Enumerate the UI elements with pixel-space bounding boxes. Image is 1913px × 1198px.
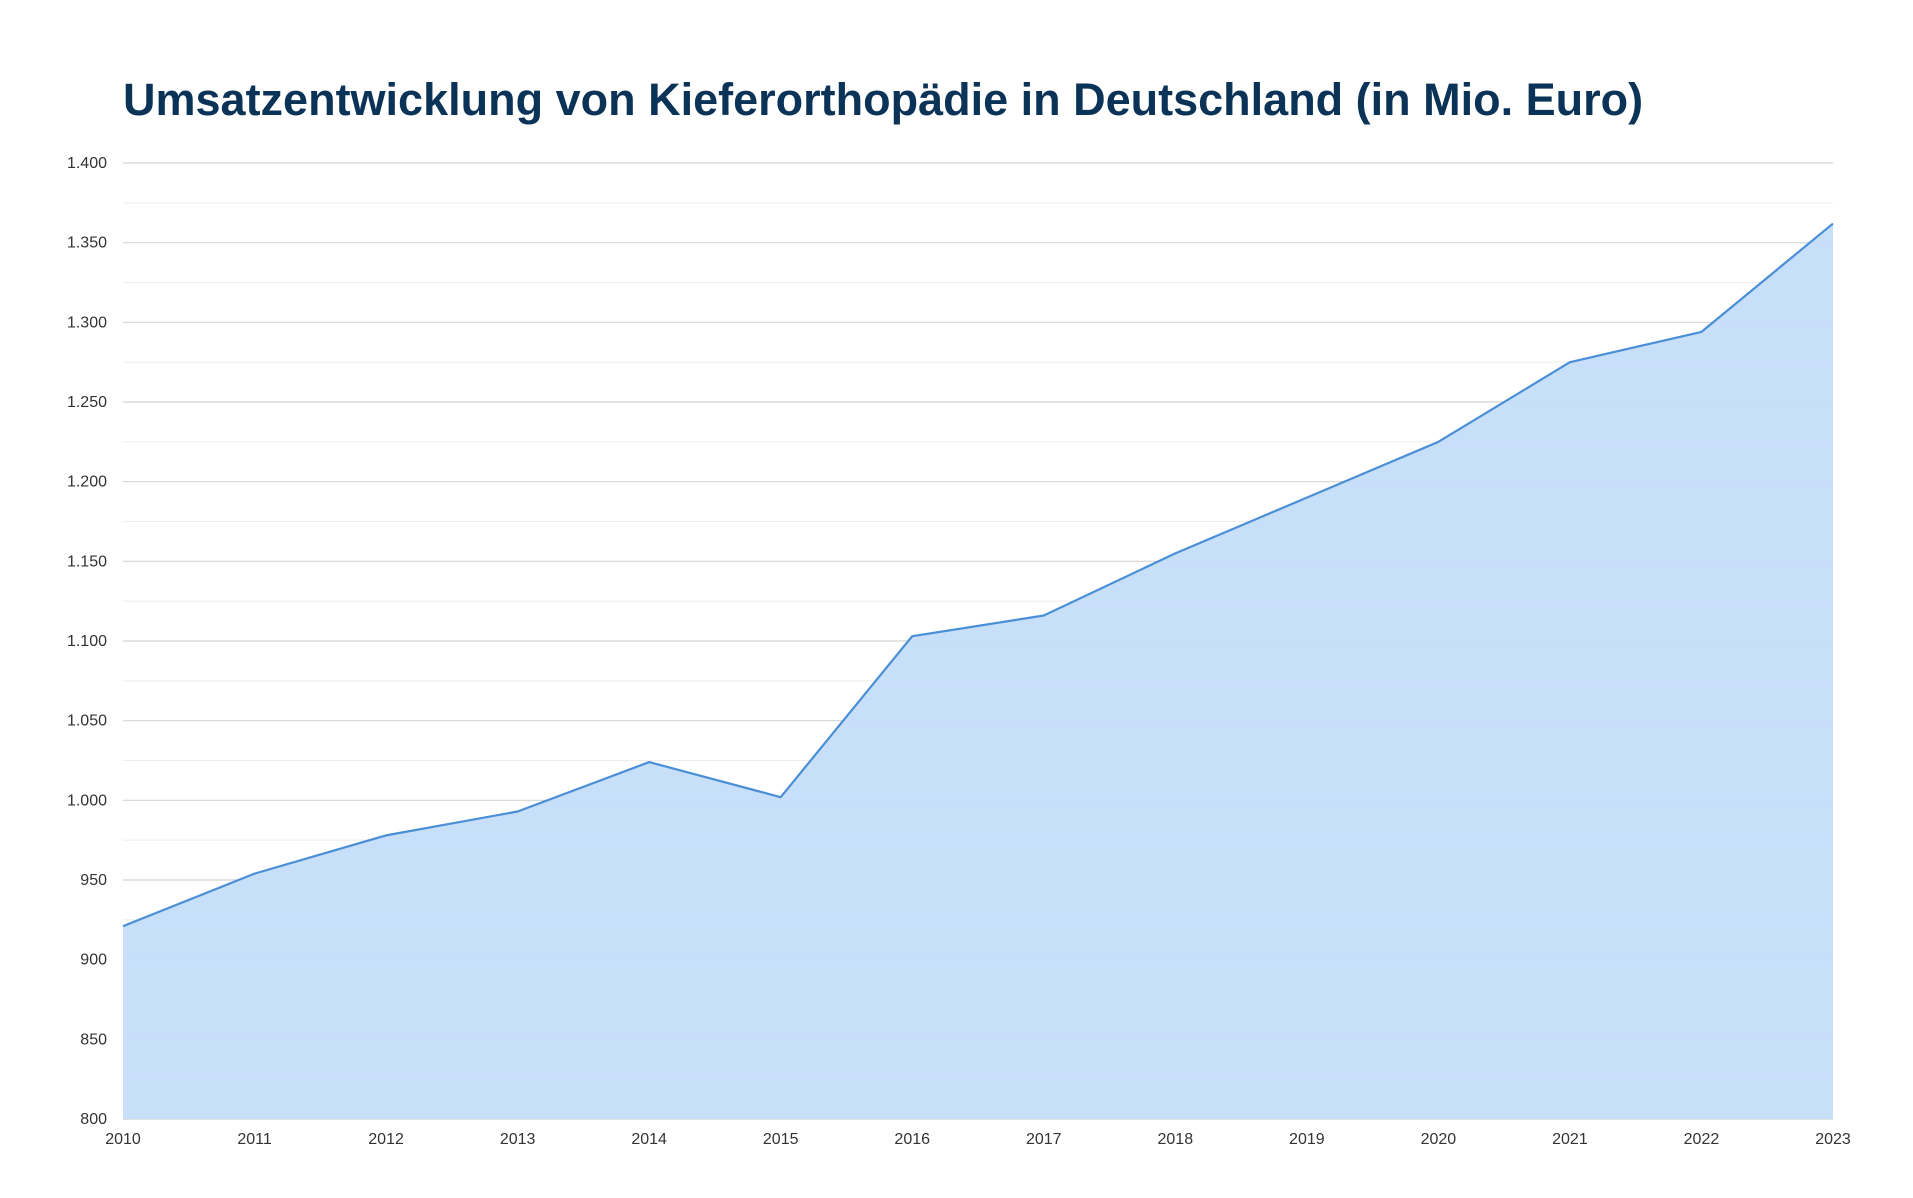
- x-tick-label: 2019: [1289, 1131, 1325, 1148]
- area-layer: [122, 222, 1834, 1120]
- y-tick-label: 1.350: [67, 235, 107, 252]
- x-tick-label: 2015: [763, 1131, 799, 1148]
- y-axis-tick-labels: 800 850 900 950 1.000 1.050 1.100 1.150 1.200 1.2…: [67, 155, 107, 1128]
- x-tick-label: 2018: [1158, 1131, 1194, 1148]
- y-tick-label: 950: [80, 872, 107, 889]
- y-tick-label: 1.000: [67, 792, 107, 809]
- y-tick-label: 1.050: [67, 713, 107, 730]
- x-tick-label: 2013: [500, 1131, 536, 1148]
- x-tick-label: 2010: [105, 1131, 141, 1148]
- y-tick-label: 900: [80, 952, 107, 969]
- y-tick-label: 1.250: [67, 394, 107, 411]
- x-tick-label: 2022: [1684, 1131, 1720, 1148]
- y-tick-label: 800: [80, 1111, 107, 1128]
- series-area-fill: [123, 223, 1833, 1120]
- chart-title: Umsatzentwicklung von Kieferorthopädie i…: [123, 74, 1644, 125]
- x-axis-tick-labels: 2010 2011 2012 2013 2014 2015 2016 2017 2018 2019…: [105, 1131, 1851, 1148]
- x-tick-label: 2012: [368, 1131, 404, 1148]
- x-tick-label: 2017: [1026, 1131, 1062, 1148]
- x-tick-label: 2014: [631, 1131, 667, 1148]
- y-tick-label: 850: [80, 1031, 107, 1048]
- x-tick-label: 2021: [1552, 1131, 1588, 1148]
- x-tick-label: 2023: [1815, 1131, 1851, 1148]
- y-tick-label: 1.400: [67, 155, 107, 172]
- y-tick-label: 1.300: [67, 314, 107, 331]
- x-tick-label: 2011: [237, 1131, 272, 1148]
- x-tick-label: 2016: [894, 1131, 930, 1148]
- series-line: [122, 222, 1834, 928]
- x-tick-label: 2020: [1421, 1131, 1457, 1148]
- y-tick-label: 1.150: [67, 553, 107, 570]
- y-tick-label: 1.100: [67, 633, 107, 650]
- y-tick-label: 1.200: [67, 474, 107, 491]
